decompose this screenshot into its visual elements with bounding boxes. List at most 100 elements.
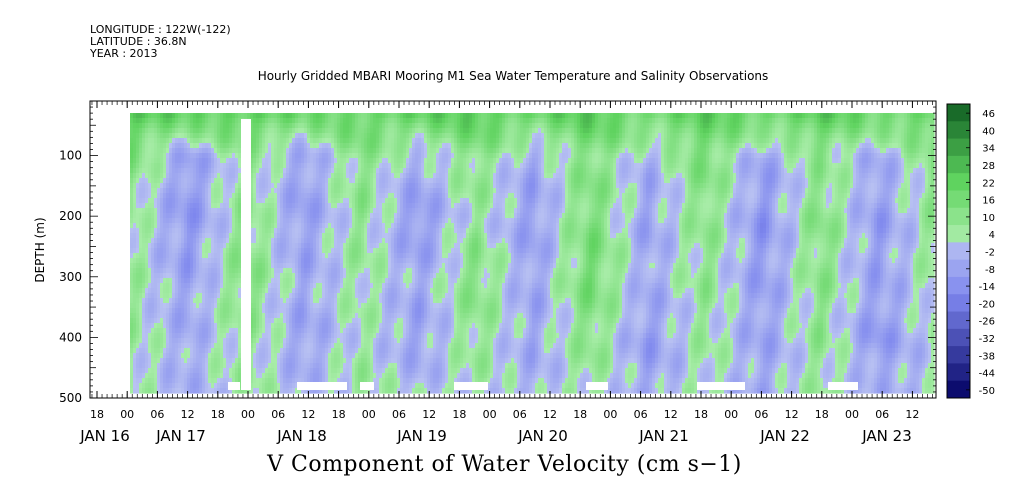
heatmap-cell	[145, 293, 149, 299]
heatmap-cell	[151, 368, 155, 374]
heatmap-cell	[175, 148, 179, 154]
heatmap-cell	[160, 193, 164, 199]
heatmap-cell	[178, 328, 182, 334]
heatmap-cell	[175, 228, 179, 234]
heatmap-cell	[160, 238, 164, 244]
heatmap-cell	[172, 123, 176, 129]
heatmap-cell	[148, 383, 152, 389]
heatmap-cell	[175, 168, 179, 174]
heatmap-cell	[169, 168, 173, 174]
heatmap-cell	[154, 148, 158, 154]
heatmap-cell	[166, 358, 170, 364]
heatmap-cell	[145, 263, 149, 269]
heatmap-cell	[199, 168, 203, 174]
heatmap-cell	[133, 248, 137, 254]
heatmap-cell	[172, 143, 176, 149]
heatmap-cell	[184, 333, 188, 339]
heatmap-cell	[133, 343, 137, 349]
heatmap-cell	[166, 378, 170, 384]
heatmap-cell	[166, 178, 170, 184]
heatmap-cell	[130, 128, 134, 134]
heatmap-cell	[184, 258, 188, 264]
heatmap-cell	[157, 293, 161, 299]
heatmap-cell	[154, 173, 158, 179]
heatmap-cell	[142, 273, 146, 279]
heatmap-cell	[184, 318, 188, 324]
heatmap-cell	[145, 258, 149, 264]
heatmap-cell	[130, 278, 134, 284]
heatmap-cell	[187, 318, 191, 324]
heatmap-cell	[184, 228, 188, 234]
heatmap-cell	[205, 293, 209, 299]
heatmap-cell	[193, 138, 197, 144]
heatmap-cell	[136, 318, 140, 324]
heatmap-cell	[196, 303, 200, 309]
heatmap-cell	[205, 208, 209, 214]
heatmap-cell	[193, 338, 197, 344]
heatmap-cell	[211, 113, 215, 119]
heatmap-cell	[142, 373, 146, 379]
heatmap-cell	[181, 253, 185, 259]
heatmap-cell	[130, 338, 134, 344]
heatmap-cell	[208, 228, 212, 234]
heatmap-cell	[193, 178, 197, 184]
heatmap-cell	[205, 223, 209, 229]
heatmap-cell	[202, 208, 206, 214]
heatmap-cell	[181, 263, 185, 269]
heatmap-cell	[175, 293, 179, 299]
heatmap-cell	[163, 338, 167, 344]
heatmap-cell	[205, 253, 209, 259]
heatmap-cell	[160, 213, 164, 219]
heatmap-cell	[154, 343, 158, 349]
heatmap-cell	[139, 358, 143, 364]
heatmap-cell	[166, 203, 170, 209]
heatmap-cell	[205, 323, 209, 329]
heatmap-cell	[172, 293, 176, 299]
heatmap-cell	[130, 203, 134, 209]
heatmap-cell	[163, 228, 167, 234]
heatmap-cell	[130, 188, 134, 194]
heatmap-cell	[160, 228, 164, 234]
heatmap-cell	[175, 348, 179, 354]
heatmap-cell	[157, 148, 161, 154]
heatmap-cell	[142, 248, 146, 254]
heatmap-cell	[196, 183, 200, 189]
heatmap-cell	[178, 178, 182, 184]
heatmap-cell	[184, 128, 188, 134]
heatmap-cell	[166, 113, 170, 119]
heatmap-cell	[202, 158, 206, 164]
heatmap-cell	[151, 288, 155, 294]
heatmap-cell	[175, 258, 179, 264]
heatmap-cell	[148, 218, 152, 224]
heatmap-cell	[208, 253, 212, 259]
heatmap-cell	[130, 113, 134, 119]
heatmap-cell	[196, 373, 200, 379]
heatmap-cell	[208, 223, 212, 229]
heatmap-cell	[160, 243, 164, 249]
heatmap-cell	[172, 148, 176, 154]
heatmap-cell	[172, 208, 176, 214]
heatmap-cell	[178, 143, 182, 149]
heatmap-cell	[151, 318, 155, 324]
heatmap-cell	[199, 178, 203, 184]
heatmap-cell	[136, 118, 140, 124]
heatmap-cell	[136, 223, 140, 229]
heatmap-cell	[208, 303, 212, 309]
heatmap-cell	[130, 133, 134, 139]
heatmap-cell	[196, 273, 200, 279]
heatmap-cell	[139, 363, 143, 369]
heatmap-cell	[142, 168, 146, 174]
heatmap-cell	[160, 278, 164, 284]
heatmap-cell	[196, 308, 200, 314]
heatmap-cell	[151, 298, 155, 304]
heatmap-cell	[187, 253, 191, 259]
heatmap-cell	[160, 118, 164, 124]
heatmap-cell	[181, 198, 185, 204]
heatmap-cell	[145, 328, 149, 334]
heatmap-cell	[184, 183, 188, 189]
heatmap-cell	[136, 113, 140, 119]
heatmap-cell	[190, 123, 194, 129]
heatmap-field	[130, 113, 935, 394]
heatmap-cell	[154, 118, 158, 124]
heatmap-cell	[190, 328, 194, 334]
